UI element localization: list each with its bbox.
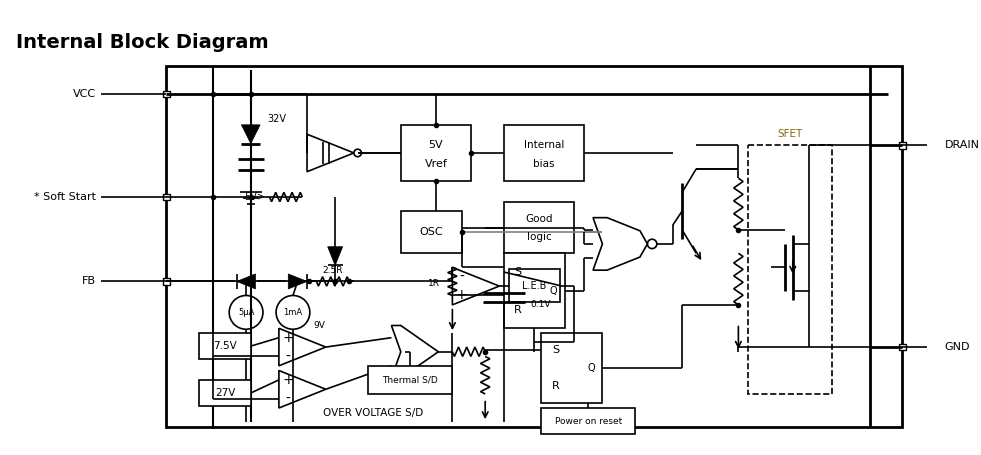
Text: -: - — [285, 392, 290, 406]
Text: +: + — [456, 288, 468, 303]
Bar — [401, 211, 462, 253]
Text: -: - — [285, 349, 290, 364]
Text: FB: FB — [82, 277, 96, 286]
Text: Q: Q — [549, 286, 557, 296]
Text: Internal Block Diagram: Internal Block Diagram — [17, 33, 269, 52]
Polygon shape — [288, 274, 307, 289]
Text: DRAIN: DRAIN — [945, 141, 980, 151]
Text: Good: Good — [526, 213, 553, 223]
Text: Internal: Internal — [524, 141, 564, 151]
Text: OVER VOLTAGE S/D: OVER VOLTAGE S/D — [323, 408, 423, 418]
Bar — [199, 333, 251, 359]
Text: -: - — [459, 270, 464, 284]
Bar — [163, 278, 170, 285]
Bar — [504, 202, 574, 253]
Text: S: S — [552, 345, 559, 355]
Bar — [900, 344, 905, 350]
Text: 2.5R: 2.5R — [322, 266, 342, 275]
Bar — [542, 333, 602, 403]
Text: S: S — [514, 267, 522, 277]
Bar — [401, 125, 471, 181]
Bar — [163, 91, 170, 97]
Text: 5μA: 5μA — [237, 308, 254, 317]
Text: 1R: 1R — [428, 279, 440, 288]
Text: bias: bias — [533, 159, 554, 169]
Text: 9V: 9V — [314, 321, 326, 330]
Text: 32V: 32V — [268, 114, 286, 124]
Bar — [504, 125, 584, 181]
Text: R: R — [514, 304, 522, 314]
Text: +: + — [283, 331, 294, 345]
Bar — [368, 366, 452, 394]
Text: 27V: 27V — [215, 388, 235, 398]
Polygon shape — [241, 125, 260, 144]
Text: 7.5V: 7.5V — [213, 341, 236, 351]
Text: 0.1V: 0.1V — [530, 300, 550, 309]
Text: +: + — [283, 373, 294, 387]
Text: Thermal S/D: Thermal S/D — [383, 375, 439, 384]
Text: GND: GND — [945, 342, 970, 352]
Bar — [900, 142, 905, 149]
Bar — [199, 380, 251, 406]
Text: R: R — [551, 381, 559, 391]
Polygon shape — [328, 247, 342, 265]
Text: * Soft Start: * Soft Start — [34, 192, 96, 202]
Text: L.E.B: L.E.B — [522, 281, 546, 291]
Bar — [504, 253, 565, 329]
Polygon shape — [236, 274, 255, 289]
Bar — [748, 146, 832, 394]
Text: Vref: Vref — [425, 159, 447, 169]
Bar — [508, 269, 560, 302]
Bar — [167, 66, 903, 427]
Bar — [542, 408, 636, 434]
Text: OSC: OSC — [420, 227, 443, 237]
Text: 5V: 5V — [429, 141, 443, 151]
Text: logic: logic — [527, 233, 551, 243]
Text: SFET: SFET — [777, 129, 802, 139]
Text: Power on reset: Power on reset — [554, 417, 622, 425]
Text: 5V>: 5V> — [244, 192, 265, 202]
Text: VCC: VCC — [73, 89, 96, 99]
Text: Q: Q — [588, 363, 594, 373]
Bar — [163, 194, 170, 200]
Text: 1mA: 1mA — [284, 308, 302, 317]
